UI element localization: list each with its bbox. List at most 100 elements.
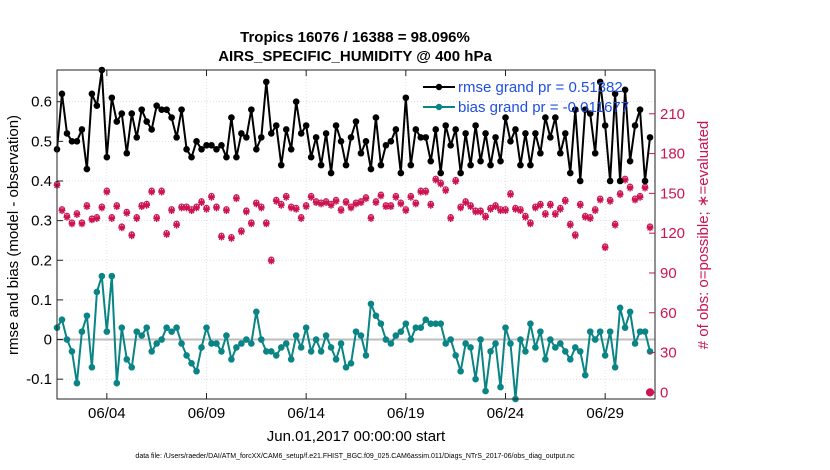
rmse-point (606, 177, 614, 185)
obs-evaluated-point (98, 204, 106, 212)
legend-rmse-marker (435, 83, 443, 91)
bias-point (566, 356, 574, 363)
obs-evaluated-point (387, 203, 395, 211)
rmse-point (467, 161, 474, 169)
rmse-point (322, 130, 330, 137)
obs-evaluated-point (407, 193, 415, 201)
bias-point (382, 336, 390, 343)
rmse-point (636, 106, 644, 113)
x-tick-label: 06/09 (188, 405, 226, 422)
obs-evaluated-point (591, 207, 599, 215)
obs-evaluated-point (462, 199, 470, 207)
rmse-point (118, 110, 126, 117)
rmse-point (267, 130, 275, 137)
rmse-point (307, 153, 315, 161)
bias-point (98, 272, 106, 280)
bias-point (277, 344, 285, 351)
rmse-point (282, 126, 290, 133)
obs-evaluated-point (237, 228, 245, 236)
bias-point (591, 336, 599, 343)
obs-evaluated-point (357, 199, 365, 207)
obs-evaluated-point (297, 215, 305, 222)
obs-evaluated-point (312, 199, 320, 207)
bias-point (367, 300, 375, 308)
rmse-point (387, 138, 395, 145)
rmse-point (362, 138, 370, 145)
bias-point (78, 328, 86, 335)
obs-evaluated-point (352, 200, 360, 208)
obs-evaluated-point (556, 205, 564, 213)
bias-point (248, 340, 255, 347)
obs-evaluated-point (63, 213, 71, 221)
rmse-point (153, 102, 160, 109)
bias-point (542, 356, 549, 363)
rmse-point (502, 114, 509, 121)
y-left-tick-label: -0.1 (26, 371, 52, 388)
series-lines (53, 66, 654, 403)
bias-point (646, 348, 654, 355)
bias-point (68, 348, 76, 355)
obs-evaluated-point (342, 199, 350, 207)
rmse-point (223, 153, 230, 161)
obs-evaluated-point (497, 207, 504, 215)
rmse-point (163, 106, 170, 113)
obs-evaluated-point (621, 176, 629, 184)
obs-evaluated-point (183, 204, 190, 212)
obs-evaluated-point (522, 213, 529, 221)
bias-point (88, 363, 96, 371)
obs-evaluated-point (158, 188, 166, 196)
bias-point (223, 332, 230, 339)
rmse-point (203, 142, 210, 149)
bias-point (178, 340, 185, 347)
rmse-point (472, 122, 479, 129)
bias-point (238, 340, 245, 347)
bias-point (103, 328, 111, 335)
rmse-point (158, 106, 165, 113)
rmse-point (357, 149, 365, 157)
bias-point (228, 356, 235, 363)
rmse-point (377, 161, 385, 169)
bias-point (143, 324, 150, 331)
bias-point (412, 324, 420, 331)
obs-evaluated-point (103, 188, 111, 196)
bias-point (297, 344, 305, 351)
rmse-point (68, 138, 76, 145)
bias-point (611, 363, 619, 371)
rmse-point (417, 134, 425, 141)
bias-point (472, 375, 479, 383)
rmse-point (397, 169, 405, 177)
x-tick-label: 06/24 (487, 405, 525, 422)
obs-evaluated-point (447, 215, 455, 222)
bias-point (263, 348, 270, 355)
obs-evaluated-point (68, 220, 76, 228)
bias-point (173, 324, 180, 331)
chart-title: Tropics 16076 / 16388 = 98.096% (240, 29, 470, 46)
obs-evaluated-point (427, 201, 435, 209)
obs-evaluated-point (267, 257, 275, 265)
obs-evaluated-point (272, 197, 280, 205)
bias-point (432, 320, 440, 327)
rmse-point (243, 134, 250, 141)
bias-point (188, 360, 195, 367)
rmse-point (646, 134, 654, 141)
bias-point (537, 328, 544, 335)
obs-evaluated-point (317, 200, 325, 208)
rmse-point (621, 86, 629, 94)
obs-evaluated-point (113, 203, 121, 211)
bias-point (292, 332, 300, 339)
bias-point (601, 352, 609, 359)
x-tick-label: 06/14 (287, 405, 325, 422)
obs-evaluated-point (153, 215, 161, 222)
bias-point (213, 340, 220, 347)
bias-point (407, 336, 415, 343)
rmse-point (601, 122, 609, 129)
bias-point (467, 344, 474, 351)
rmse-point (93, 102, 101, 109)
obs-evaluated-point (203, 205, 210, 213)
bias-point (477, 336, 484, 343)
obs-evaluated-point (422, 188, 430, 196)
obs-evaluated-point (507, 191, 514, 199)
y-left-tick-label: 0.1 (31, 292, 52, 309)
bias-point (282, 340, 290, 347)
